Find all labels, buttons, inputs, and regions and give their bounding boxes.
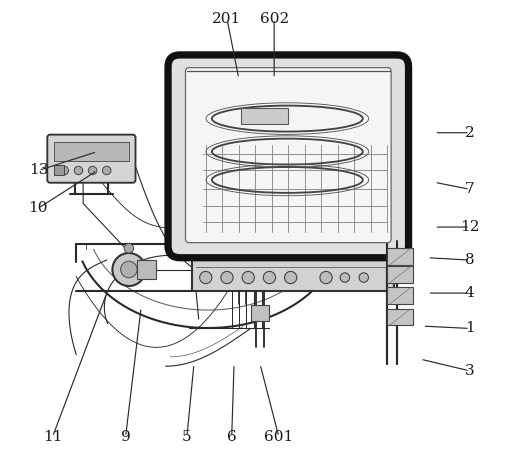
Text: 6: 6	[227, 430, 237, 444]
Text: 1: 1	[465, 322, 475, 335]
Bar	[387, 266, 413, 283]
Text: 2: 2	[465, 126, 475, 140]
FancyBboxPatch shape	[47, 135, 136, 183]
Text: 13: 13	[29, 164, 48, 177]
Text: 201: 201	[212, 12, 242, 26]
Circle shape	[263, 272, 276, 284]
Circle shape	[200, 272, 212, 284]
Circle shape	[60, 166, 69, 175]
FancyBboxPatch shape	[186, 68, 391, 243]
Circle shape	[242, 272, 254, 284]
Text: 5: 5	[182, 430, 192, 444]
Text: 7: 7	[465, 182, 475, 196]
Bar	[137, 260, 156, 279]
Circle shape	[221, 272, 233, 284]
FancyBboxPatch shape	[168, 55, 409, 258]
Bar	[251, 305, 269, 321]
Circle shape	[320, 272, 332, 284]
Bar	[241, 108, 288, 124]
Text: 8: 8	[465, 253, 475, 267]
Text: 602: 602	[259, 12, 289, 26]
Text: 3: 3	[465, 364, 475, 378]
Bar	[54, 142, 129, 161]
Circle shape	[124, 244, 134, 253]
Circle shape	[359, 273, 369, 282]
Bar	[387, 309, 413, 325]
Circle shape	[121, 261, 137, 278]
Bar	[387, 248, 413, 265]
Circle shape	[102, 166, 111, 175]
Circle shape	[284, 272, 297, 284]
Text: 9: 9	[121, 430, 131, 444]
Bar	[54, 165, 64, 175]
Text: 12: 12	[460, 220, 479, 234]
Text: 601: 601	[264, 430, 293, 444]
Text: 10: 10	[29, 201, 48, 215]
Text: 11: 11	[43, 430, 62, 444]
Text: 4: 4	[465, 286, 475, 300]
Bar	[191, 244, 394, 291]
Circle shape	[74, 166, 83, 175]
Circle shape	[340, 273, 349, 282]
Circle shape	[88, 166, 97, 175]
Circle shape	[112, 253, 146, 286]
Bar	[387, 288, 413, 304]
